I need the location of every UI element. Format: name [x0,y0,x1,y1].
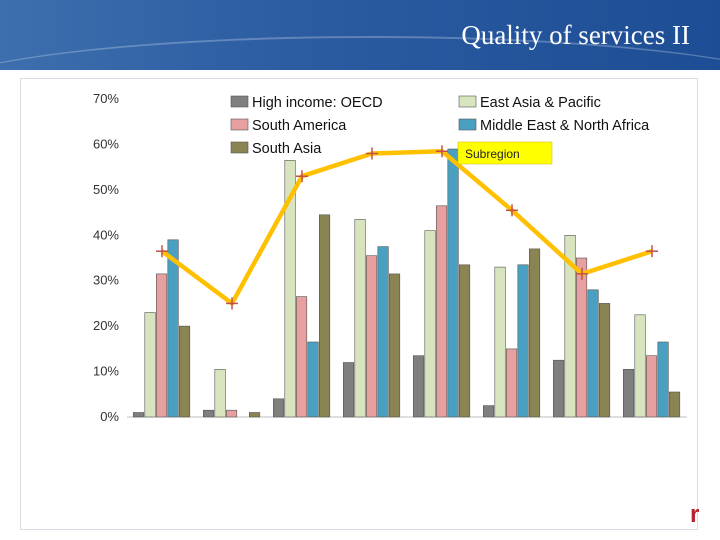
legend-item: Middle East & North Africa [458,118,650,134]
bar [295,296,308,418]
line-point-marker [156,245,168,258]
bar [354,219,366,418]
y-tick-label: 40% [93,227,119,242]
line-point-marker [296,170,308,183]
legend-item: East Asia & Pacific [458,95,601,111]
annotation-box [457,141,553,165]
line-point-marker [366,147,378,160]
bar [657,341,669,418]
legend-label: South Asia [252,141,322,157]
header-swoosh [0,36,720,70]
line-point-marker [576,267,588,280]
y-tick-label: 50% [93,182,119,197]
bar [528,248,541,418]
bar [365,255,378,418]
legend-label: High income: OECD [252,95,383,111]
y-tick-label: 30% [93,273,119,288]
subregion-line-path [160,148,653,306]
legend-swatch [458,95,477,108]
annotation-text: Subregion [465,147,520,161]
bar [144,312,156,418]
y-tick-label: 0% [100,409,119,424]
legend-item: South Asia [230,141,322,157]
bar [412,355,425,418]
bar [552,359,565,418]
slide-title: Quality of services II [461,20,690,50]
bar [622,368,635,418]
legend-label: South America [252,118,347,134]
subregion-line [156,145,658,310]
legend-swatch [230,141,249,154]
bar [458,264,471,418]
legend-item: High income: OECD [230,95,383,111]
bar [377,246,389,418]
bar [133,412,145,418]
bar [587,289,599,418]
bar [634,314,646,418]
line-point-marker [436,145,448,158]
bar [284,160,296,418]
legend-swatch [230,118,249,131]
y-tick-label: 10% [93,364,119,379]
y-tick-label: 70% [93,91,119,106]
bar [645,355,658,418]
annotation: Subregion [457,141,553,165]
legend-label: East Asia & Pacific [480,95,601,111]
bar [307,341,319,418]
bar [167,239,179,418]
bar [226,409,238,418]
bar [249,412,261,418]
footer-logo-fragment: r [690,501,700,528]
line-point-marker [226,297,238,310]
bar [424,230,436,418]
bar [517,264,529,418]
bar [564,235,576,418]
bar [156,273,168,418]
bar [598,303,611,418]
bar [505,348,518,418]
legend-swatch [230,95,249,108]
bar [494,266,506,418]
y-tick-label: 20% [93,318,119,333]
bar [447,148,459,418]
y-tick-label: 60% [93,136,119,151]
bar [668,391,681,418]
chart-panel: 0% 10% 20% 30% 40% 50% 60% 70% High income: OEC… [20,78,698,530]
bar [435,205,448,418]
bars [133,148,681,418]
legend-item: South America [230,118,347,134]
chart: 0% 10% 20% 30% 40% 50% 60% 70% High income: OEC… [93,91,687,424]
legend-swatch [458,118,477,131]
line-point-marker [646,245,658,258]
bar [318,214,331,418]
bar [575,257,588,418]
line-point-marker [506,204,518,217]
legend-label: Middle East & North Africa [480,118,650,134]
bar [203,409,215,418]
bar [214,368,226,418]
bar [342,362,355,418]
bar [273,398,285,418]
bar [179,325,191,418]
bar [388,273,401,418]
bar [482,405,495,418]
legend: High income: OECD East Asia & Pacific Sout… [230,95,650,157]
header-band: Quality of services II [0,0,720,70]
